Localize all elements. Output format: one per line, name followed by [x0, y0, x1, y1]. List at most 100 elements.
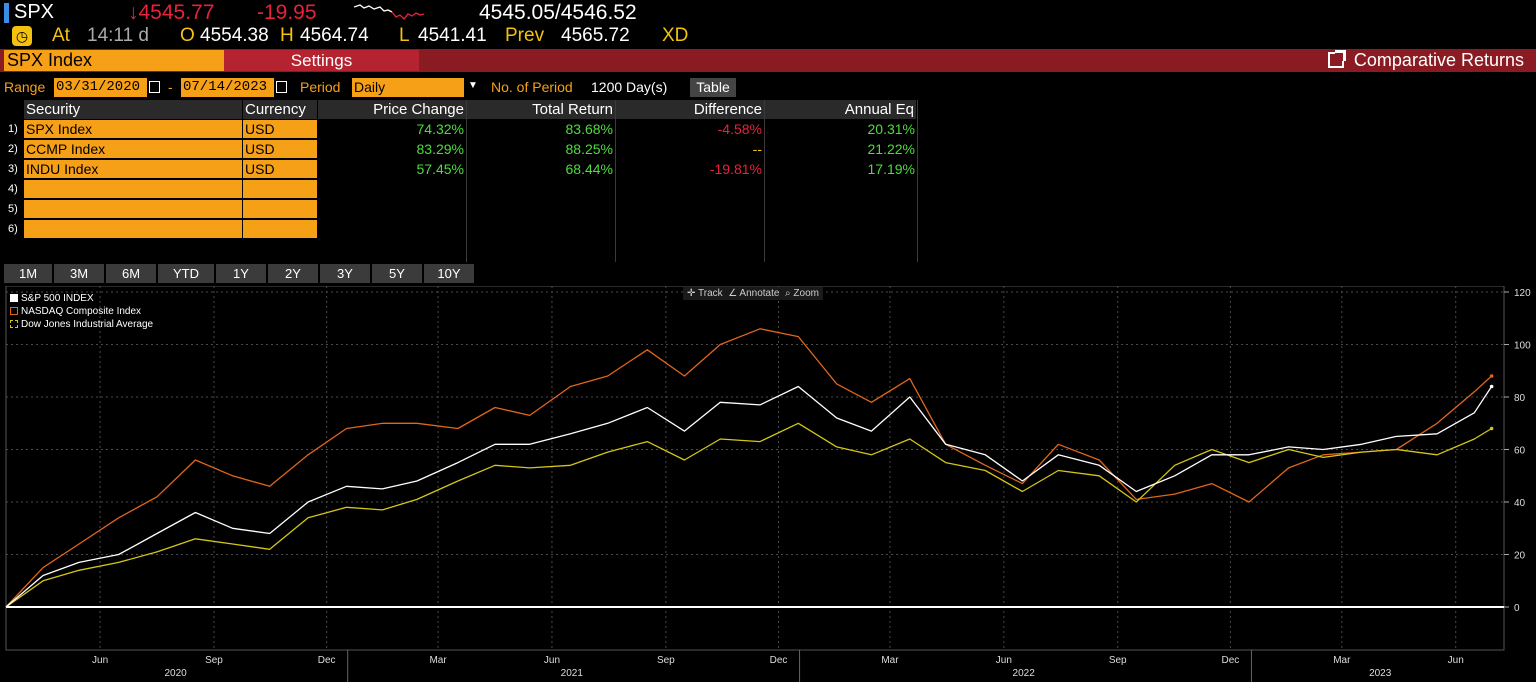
column-divider [615, 100, 616, 262]
function-name: Comparative Returns [1353, 50, 1524, 70]
function-title[interactable]: Comparative Returns [1327, 49, 1524, 72]
range-label: Range [4, 79, 46, 95]
cell-price-change: 83.29% [416, 141, 464, 157]
legend-item[interactable]: Dow Jones Industrial Average [10, 318, 153, 331]
cell-currency[interactable]: USD [243, 140, 317, 159]
column-divider [466, 100, 467, 262]
row-number: 6) [8, 223, 18, 235]
period-button[interactable]: 1Y [216, 264, 266, 283]
period-button[interactable]: 6M [106, 264, 156, 283]
period-button[interactable]: 3M [54, 264, 104, 283]
cell-price-change: 57.45% [416, 161, 464, 177]
y-tick-label: 0 [1514, 603, 1520, 614]
col-total-return[interactable]: Total Return [467, 100, 615, 119]
legend-item[interactable]: NASDAQ Composite Index [10, 305, 153, 318]
period-button[interactable]: 2Y [268, 264, 318, 283]
table-button[interactable]: Table [690, 78, 736, 97]
cell-difference: -19.81% [709, 161, 762, 177]
cell-currency[interactable] [243, 220, 317, 239]
cell-security[interactable]: CCMP Index [24, 140, 242, 159]
last-time: 14:11 d [87, 25, 149, 46]
legend-item[interactable]: S&P 500 INDEX [10, 292, 153, 305]
high-label: H [280, 25, 294, 46]
range-dash: - [168, 79, 173, 95]
net-change: -19.95 [257, 1, 317, 24]
at-label: At [52, 25, 70, 46]
period-button[interactable]: 5Y [372, 264, 422, 283]
x-tick-label: Jun [92, 655, 108, 666]
track-tool[interactable]: Track [698, 288, 723, 299]
security-marker [4, 3, 9, 23]
prev-value: 4565.72 [561, 25, 630, 46]
x-tick-label: Sep [1109, 655, 1127, 666]
period-select[interactable]: Daily [352, 78, 464, 97]
cell-currency[interactable] [243, 200, 317, 219]
y-tick-label: 20 [1514, 551, 1526, 562]
cell-security[interactable] [24, 180, 242, 199]
period-label: Period [300, 79, 341, 95]
cell-total-return: 83.68% [565, 121, 613, 137]
annotate-icon[interactable]: ∠ [728, 288, 738, 299]
x-tick-label: Dec [1221, 655, 1239, 666]
x-tick-label: Sep [657, 655, 675, 666]
col-currency[interactable]: Currency [243, 100, 317, 119]
cell-security[interactable]: INDU Index [24, 160, 242, 179]
track-icon[interactable]: ✛ [687, 288, 696, 299]
nperiod-value: 1200 Day(s) [591, 79, 668, 95]
returns-chart[interactable]: 0 20 40 60 80 100 120 Jun Sep Dec Mar Jun Sep Dec Mar J… [0, 286, 1536, 682]
x-tick-label: Mar [429, 655, 447, 666]
cell-security[interactable] [24, 220, 242, 239]
ticker-symbol[interactable]: SPX [14, 1, 55, 23]
returns-table: Security Currency Price Change Total Ret… [4, 100, 1536, 262]
period-button[interactable]: 3Y [320, 264, 370, 283]
legend-swatch [10, 307, 18, 315]
cell-currency[interactable]: USD [243, 120, 317, 139]
annotate-tool[interactable]: Annotate [739, 288, 780, 299]
legend-swatch [10, 294, 18, 302]
row-number: 3) [8, 163, 18, 175]
cell-security[interactable] [24, 200, 242, 219]
range-bar: Range 03/31/2020 - 07/14/2023 Period Dai… [0, 78, 1536, 98]
start-date-input[interactable]: 03/31/2020 [54, 78, 147, 97]
col-price-change[interactable]: Price Change [318, 100, 466, 119]
cell-difference: -4.58% [717, 121, 762, 137]
calendar-icon[interactable] [276, 81, 287, 93]
calendar-icon[interactable] [149, 81, 160, 93]
end-date-input[interactable]: 07/14/2023 [181, 78, 274, 97]
row-number: 2) [8, 143, 18, 155]
col-annual-eq[interactable]: Annual Eq [765, 100, 916, 119]
legend-label: S&P 500 INDEX [21, 293, 94, 304]
col-difference[interactable]: Difference [616, 100, 764, 119]
cell-currency[interactable]: USD [243, 160, 317, 179]
period-button[interactable]: 1M [4, 264, 52, 283]
period-button[interactable]: 10Y [424, 264, 474, 283]
x-tick-label: Jun [996, 655, 1012, 666]
series-line-ccmp[interactable] [5, 328, 1493, 608]
settings-button[interactable]: Settings [224, 50, 419, 71]
series-line-indu[interactable] [5, 422, 1492, 608]
y-tick-label: 60 [1514, 446, 1526, 457]
cell-security[interactable]: SPX Index [24, 120, 242, 139]
dropdown-arrow-icon[interactable]: ▼ [468, 80, 478, 91]
security-field[interactable]: SPX Index [4, 50, 248, 71]
row-number: 4) [8, 183, 18, 195]
cell-currency[interactable] [243, 180, 317, 199]
zoom-tool[interactable]: Zoom [793, 288, 819, 299]
legend-label: NASDAQ Composite Index [21, 306, 142, 317]
zoom-icon[interactable]: ⌕ [785, 288, 791, 299]
column-divider [764, 100, 765, 262]
series-line-spx[interactable] [5, 385, 1493, 608]
chart-toolbar: ✛ Track ∠ Annotate ⌕ Zoom [683, 287, 823, 300]
x-tick-label: Sep [205, 655, 223, 666]
series-end-point [1489, 384, 1494, 389]
x-tick-label: Mar [881, 655, 899, 666]
cell-total-return: 88.25% [565, 141, 613, 157]
prev-label: Prev [505, 25, 545, 46]
series-end-point [1489, 374, 1494, 378]
period-button[interactable]: YTD [158, 264, 214, 283]
col-security[interactable]: Security [24, 100, 242, 119]
ticker-header: SPX ↓4545.77 -19.95 4545.05/4546.52 ◷ At… [0, 0, 1536, 48]
x-year-label: 2022 [1013, 668, 1036, 679]
export-icon[interactable] [1327, 50, 1346, 68]
x-tick-label: Dec [318, 655, 336, 666]
